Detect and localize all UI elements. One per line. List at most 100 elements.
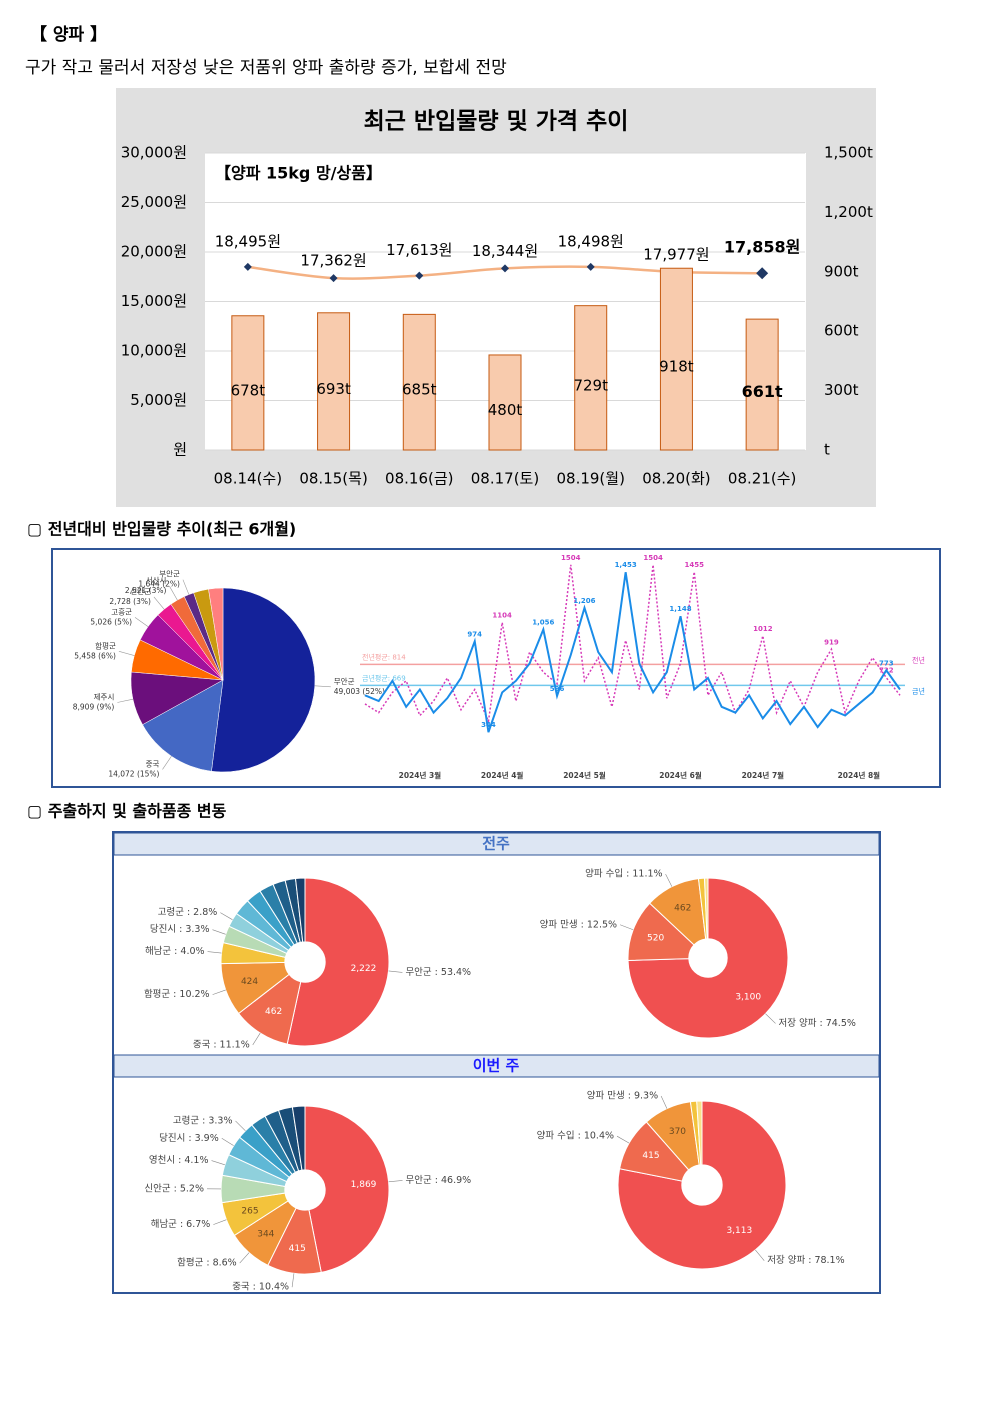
slice-label: 중국 : 10.4%: [232, 1282, 289, 1293]
data-label: 17,977원: [643, 246, 709, 264]
marker: [243, 262, 252, 271]
section-title: ▢ 주출하지 및 출하품종 변동: [27, 802, 227, 821]
leader-line: [755, 1249, 765, 1261]
data-label: 1,206: [573, 597, 595, 605]
slice-label: 양파 만생 : 9.3%: [587, 1090, 658, 1101]
count-label: 415: [642, 1151, 659, 1161]
leader-line: [252, 1032, 261, 1046]
slice-value: 5,458 (6%): [74, 651, 116, 660]
data-label: 693t: [316, 380, 351, 398]
slice-label: 해남군 : 6.7%: [151, 1218, 211, 1230]
count-label: 3,100: [735, 992, 761, 1002]
x-tick-label: 08.15(목): [299, 470, 367, 488]
x-tick-label: 08.16(금): [385, 470, 453, 488]
leader-line: [235, 1120, 246, 1132]
slice-label: 저장 양파 : 74.5%: [779, 1018, 856, 1029]
y-tick-label: 10,000원: [121, 342, 187, 360]
reference-label: 금년평균: 669: [362, 673, 406, 682]
leader-line: [169, 586, 178, 601]
leader-line: [117, 698, 134, 703]
leader-line: [388, 1180, 403, 1183]
bar: [745, 318, 779, 451]
y-tick-label: 5,000원: [130, 391, 187, 409]
leader-line: [207, 951, 222, 954]
marker: [586, 262, 595, 271]
data-label: 1012: [753, 625, 773, 633]
x-tick-label: 08.19(월): [556, 470, 624, 488]
leader-line: [118, 650, 135, 656]
data-label: 480t: [488, 401, 523, 419]
panel-title: 전주: [482, 835, 510, 853]
x-tick-label: 2024년 8월: [838, 770, 881, 780]
count-label: 344: [257, 1229, 274, 1239]
data-label: 1504: [643, 554, 663, 562]
data-label: 596: [550, 685, 565, 693]
slice-value: 8,909 (9%): [73, 702, 115, 711]
data-label: 1504: [561, 554, 581, 562]
y2-tick-label: 600t: [824, 322, 859, 340]
pie-slice: [142, 679, 224, 772]
leader-line: [211, 1160, 225, 1166]
y-tick-label: 15,000원: [121, 292, 187, 310]
donut-slice: [617, 1100, 787, 1270]
bar: [659, 267, 693, 451]
data-label: 18,495원: [215, 232, 281, 250]
slice-label: 양파 수입 : 11.1%: [585, 868, 662, 880]
x-tick-label: 2024년 5월: [563, 770, 606, 780]
x-tick-label: 2024년 6월: [659, 770, 702, 780]
slice-value: 5,026 (5%): [90, 617, 132, 626]
x-tick-label: 2024년 4월: [481, 770, 524, 780]
slice-label: 중국: [146, 759, 160, 768]
leader-line: [388, 970, 403, 973]
slice-label: 저장 양파 : 78.1%: [767, 1255, 844, 1266]
leader-line: [134, 617, 149, 627]
panel-header: [113, 832, 880, 856]
slice-label: 당진시 : 3.9%: [159, 1133, 219, 1144]
donut-slice: [703, 877, 709, 940]
x-tick-label: 08.21(수): [728, 470, 796, 488]
y-tick-label: 25,000원: [121, 193, 187, 211]
data-label: 919: [824, 638, 839, 646]
leader-line: [616, 1135, 630, 1144]
count-label: 520: [647, 934, 664, 944]
slice-label: 서산시: [146, 575, 167, 585]
bar: [402, 313, 436, 451]
count-label: 265: [241, 1206, 258, 1216]
y2-tick-label: 900t: [824, 262, 859, 280]
series-line: [364, 572, 901, 733]
count-label: 370: [669, 1127, 686, 1137]
leader-line: [665, 873, 673, 887]
leader-line: [221, 1138, 234, 1146]
bar: [231, 315, 265, 451]
slice-value: 1,644 (2%): [138, 580, 180, 589]
x-tick-label: 2024년 3월: [399, 770, 442, 780]
leader-line: [162, 756, 172, 770]
slice-label: 고흥군: [111, 606, 132, 616]
section-title: ▢ 전년대비 반입물량 추이(최근 6개월): [27, 520, 296, 539]
slice-value: 14,072 (15%): [108, 769, 159, 778]
slice-label: 양파 만생 : 12.5%: [540, 919, 617, 930]
data-label: 685t: [402, 381, 437, 399]
slice-label: 함평군 : 10.2%: [144, 989, 210, 1000]
data-label: 18,344원: [472, 242, 538, 260]
leader-line: [212, 989, 226, 995]
y2-tick-label: 1,200t: [824, 203, 873, 221]
data-label: 17,362원: [300, 252, 366, 270]
donut-slice: [291, 1105, 306, 1171]
leader-line: [314, 685, 331, 688]
slice-label: 함평군: [95, 640, 116, 650]
data-label: 678t: [231, 381, 266, 399]
count-label: 3,113: [726, 1226, 752, 1236]
data-label: 1,148: [669, 605, 691, 613]
subtitle: 구가 작고 물러서 저장성 낮은 저품위 양파 출하량 증가, 보합세 전망: [25, 58, 507, 78]
slice-label: 무안군 : 46.9%: [406, 1175, 472, 1186]
slice-label: 양파 수입 : 10.4%: [537, 1130, 614, 1142]
data-label: 18,498원: [558, 232, 624, 250]
data-label: 974: [467, 630, 482, 638]
leader-line: [213, 1219, 227, 1225]
slice-label: 무안군 : 53.4%: [405, 967, 471, 978]
donut-slice: [294, 877, 306, 943]
donut-slice: [696, 1100, 703, 1166]
marker: [501, 264, 509, 273]
count-label: 424: [241, 977, 258, 987]
